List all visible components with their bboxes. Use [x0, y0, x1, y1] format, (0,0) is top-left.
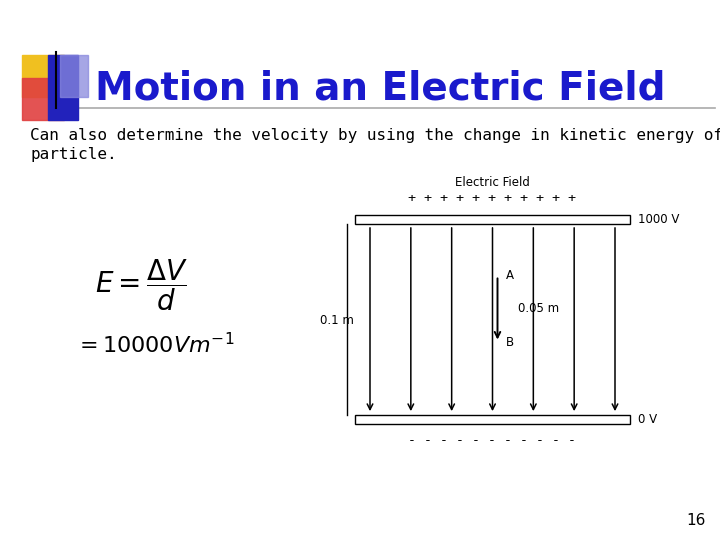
Text: particle.: particle. [30, 147, 117, 162]
Text: B: B [505, 336, 513, 349]
Bar [22, 55, 64, 97]
Text: 16: 16 [687, 513, 706, 528]
Text: 0.05 m: 0.05 m [518, 302, 559, 315]
Text: 1000 V: 1000 V [638, 213, 680, 226]
Text: A: A [505, 269, 513, 282]
Text: 0 V: 0 V [638, 413, 657, 426]
Bar [355, 215, 630, 224]
Text: Motion in an Electric Field: Motion in an Electric Field [95, 69, 665, 107]
Bar [48, 55, 78, 120]
Bar [60, 55, 88, 97]
Text: - - - - - - - - - - -: - - - - - - - - - - - [408, 434, 577, 447]
Text: 0.1 m: 0.1 m [320, 314, 354, 327]
Text: Electric Field: Electric Field [455, 177, 530, 190]
Text: $= 10000Vm^{-1}$: $= 10000Vm^{-1}$ [75, 333, 235, 357]
Bar [355, 415, 630, 424]
Bar [22, 78, 64, 120]
Text: Can also determine the velocity by using the change in kinetic energy of the: Can also determine the velocity by using… [30, 128, 720, 143]
Text: $E = \dfrac{\Delta V}{d}$: $E = \dfrac{\Delta V}{d}$ [95, 257, 188, 313]
Text: + + + + + + + + + + +: + + + + + + + + + + + [408, 192, 577, 205]
